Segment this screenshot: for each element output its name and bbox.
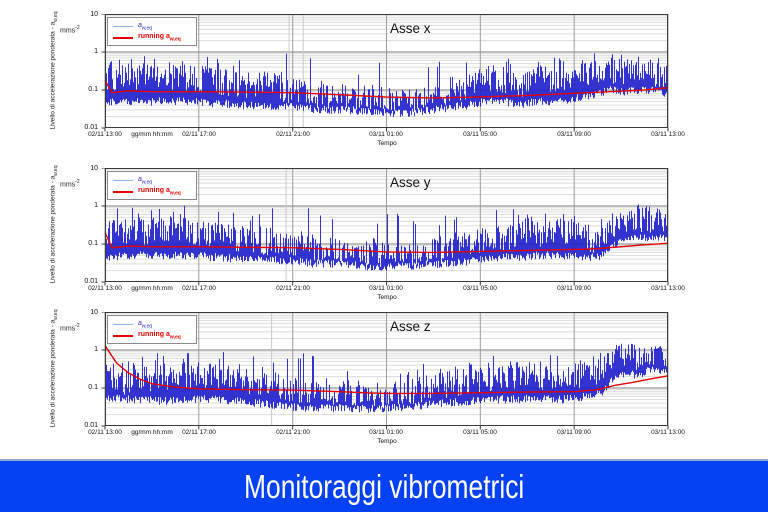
y-tick-label: 0.1 [88,86,98,93]
plot-area [101,168,669,286]
x-tick-label: 02/11 13:00 [88,285,122,292]
chart-asse-y: Livello di accelerazione ponderata - aw,… [0,165,768,328]
x-tick-label: 03/11 01:00 [369,429,403,436]
chart-title: Asse z [390,319,431,334]
y-tick-label: 0.1 [88,384,98,391]
chart-title: Asse y [390,175,431,190]
plot-area [101,312,669,430]
chart-title: Asse x [390,21,431,36]
x-format-label: gg/mm hh:mm [131,131,173,138]
y-tick-label: 0.01 [84,278,98,285]
legend-line-blue [113,324,133,325]
banner-title: Monitoraggi vibrometrici [243,467,525,505]
x-axis-title: Tempo [377,438,397,445]
y-axis-unit: mms-2 [60,25,80,35]
legend-series-running: running aw,eq [113,186,192,197]
chart-asse-x: Livello di accelerazione ponderata - aw,… [0,11,768,174]
x-tick-label: 03/11 01:00 [369,131,403,138]
x-tick-label: 03/11 13:00 [651,285,685,292]
y-tick-label: 10 [90,165,98,172]
x-tick-label: 03/11 05:00 [463,285,497,292]
y-tick-label: 0.1 [88,240,98,247]
legend: aw,eq running aw,eq [107,315,197,344]
x-format-label: gg/mm hh:mm [131,429,173,436]
x-tick-label: 02/11 17:00 [182,131,216,138]
x-tick-label: 03/11 13:00 [651,131,685,138]
x-tick-label: 02/11 21:00 [276,285,310,292]
legend-series-aweq: aw,eq [113,319,192,330]
y-tick-label: 1 [94,48,98,55]
x-tick-label: 02/11 17:00 [182,429,216,436]
x-tick-label: 03/11 09:00 [557,131,591,138]
y-axis-label: Livello di accelerazione ponderata - aw,… [49,309,59,428]
x-tick-label: 03/11 05:00 [463,131,497,138]
x-axis-title: Tempo [377,140,397,147]
y-tick-label: 1 [94,346,98,353]
legend-series-running: running aw,eq [113,330,192,341]
legend: aw,eq running aw,eq [107,17,197,46]
x-axis-title: Tempo [377,294,397,301]
legend-series-running: running aw,eq [113,32,192,43]
y-tick-label: 10 [90,309,98,316]
x-tick-label: 03/11 09:00 [557,285,591,292]
x-tick-label: 02/11 17:00 [182,285,216,292]
y-tick-label: 10 [90,11,98,18]
legend: aw,eq running aw,eq [107,171,197,200]
x-tick-label: 03/11 01:00 [369,285,403,292]
x-tick-label: 02/11 21:00 [276,131,310,138]
y-tick-label: 0.01 [84,422,98,429]
x-tick-label: 02/11 13:00 [88,131,122,138]
x-format-label: gg/mm hh:mm [131,285,173,292]
legend-line-red [113,36,133,39]
x-tick-label: 03/11 09:00 [557,429,591,436]
y-tick-label: 1 [94,202,98,209]
chart-asse-z: Livello di accelerazione ponderata - aw,… [0,309,768,472]
y-axis-unit: mms-2 [60,323,80,333]
banner: Monitoraggi vibrometrici [0,459,768,512]
legend-series-aweq: aw,eq [113,21,192,32]
x-tick-label: 02/11 21:00 [276,429,310,436]
x-tick-label: 03/11 05:00 [463,429,497,436]
y-tick-label: 0.01 [84,124,98,131]
legend-series-aweq: aw,eq [113,175,192,186]
y-axis-unit: mms-2 [60,179,80,189]
x-tick-label: 02/11 13:00 [88,429,122,436]
x-tick-label: 03/11 13:00 [651,429,685,436]
legend-line-red [113,334,133,337]
plot-area [101,14,669,132]
legend-line-red [113,190,133,193]
legend-line-blue [113,26,133,27]
legend-line-blue [113,180,133,181]
